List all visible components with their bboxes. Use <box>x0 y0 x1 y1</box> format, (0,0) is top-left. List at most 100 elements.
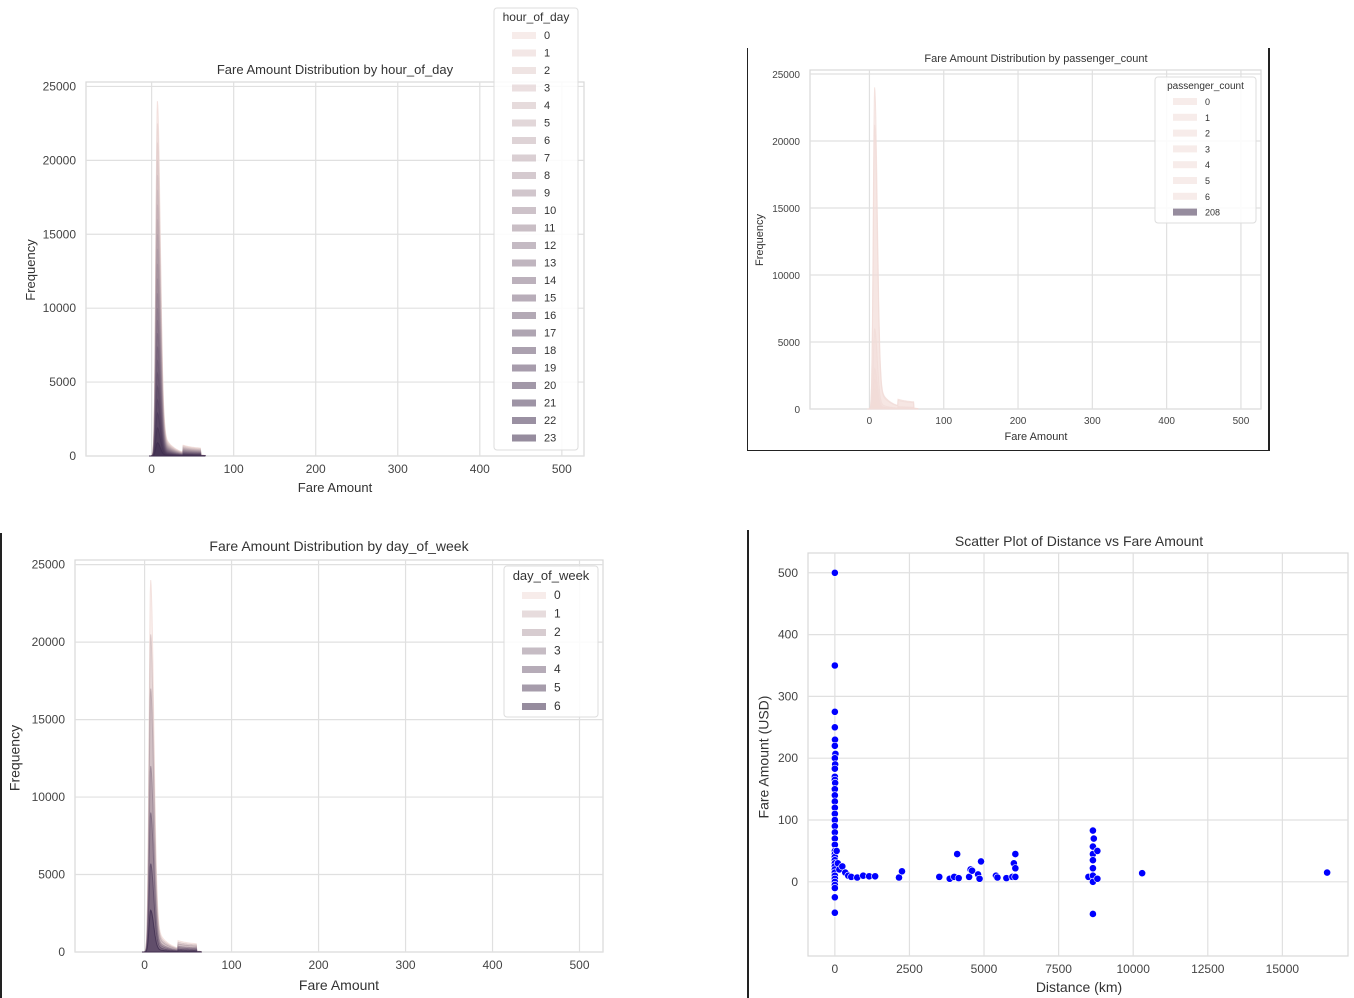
legend-swatch <box>512 49 536 57</box>
legend-swatch <box>512 224 536 232</box>
y-tick-label: 0 <box>69 449 76 463</box>
y-tick-label: 15000 <box>43 227 77 241</box>
y-axis-label: Frequency <box>6 724 23 792</box>
legend-swatch <box>522 592 546 599</box>
x-tick-label: 0 <box>832 962 839 976</box>
x-tick-label: 200 <box>1010 416 1027 427</box>
legend-title: passenger_count <box>1167 81 1244 92</box>
x-tick-label: 500 <box>569 958 589 972</box>
y-tick-label: 25000 <box>32 558 66 572</box>
legend-swatch <box>512 137 536 144</box>
legend-swatch <box>512 84 536 92</box>
x-tick-label: 300 <box>396 958 416 972</box>
x-tick-label: 300 <box>388 462 408 476</box>
legend-swatch <box>512 294 536 302</box>
legend-swatch <box>512 189 536 197</box>
legend-swatch <box>512 417 536 424</box>
legend-label: 14 <box>544 275 556 287</box>
x-tick-label: 100 <box>224 462 244 476</box>
legend-swatch <box>512 347 536 354</box>
scatter-point <box>830 893 839 902</box>
x-tick-label: 0 <box>148 462 155 476</box>
scatter-point <box>954 874 963 883</box>
legend-label: 1 <box>554 607 561 621</box>
scatter-point <box>975 874 984 883</box>
scatter-point <box>1089 856 1097 865</box>
x-tick-label: 200 <box>306 462 326 476</box>
legend-label: 3 <box>554 644 561 658</box>
legend-label: 208 <box>1205 208 1220 218</box>
legend-label: 4 <box>554 662 561 676</box>
legend-label: 0 <box>1205 97 1210 107</box>
legend-label: 2 <box>1205 129 1210 139</box>
scatter-point <box>830 741 839 750</box>
chart-panel-1: 0 100 200 300 400 500050001000015000200002500… <box>772 69 1262 427</box>
legend-label: 16 <box>544 310 556 322</box>
panel-border-bottom <box>747 450 1270 451</box>
legend-swatch <box>512 382 536 389</box>
x-tick-label: 500 <box>1233 416 1250 427</box>
legend-swatch <box>522 629 546 636</box>
legend-label: 13 <box>544 258 556 270</box>
chart-title: Scatter Plot of Distance vs Fare Amount <box>954 533 1204 549</box>
x-axis-label: Fare Amount <box>1004 431 1068 443</box>
x-tick-label: 10000 <box>1117 962 1151 976</box>
scatter-point <box>830 723 839 732</box>
legend-swatch <box>512 277 536 284</box>
legend-label: 0 <box>544 30 550 42</box>
legend-swatch <box>522 647 546 655</box>
legend-label: 0 <box>554 588 561 602</box>
x-tick-label: 400 <box>483 958 503 972</box>
scatter-point <box>1089 834 1098 843</box>
x-tick-label: 0 <box>867 416 873 427</box>
legend-label: 6 <box>554 699 561 713</box>
legend-label: 6 <box>1205 192 1210 202</box>
y-tick-label: 0 <box>794 405 800 416</box>
x-tick-label: 400 <box>470 462 490 476</box>
y-tick-label: 20000 <box>32 635 66 649</box>
x-axis-label: Distance (km) <box>1035 979 1123 995</box>
plot-area <box>807 552 1349 957</box>
legend <box>1154 76 1257 224</box>
scatter-point <box>935 872 944 881</box>
scatter-point <box>830 764 839 773</box>
legend-swatch <box>512 364 536 372</box>
legend-swatch <box>512 67 536 74</box>
legend-swatch <box>512 32 536 39</box>
panel-border-left <box>747 48 748 451</box>
y-tick-label: 25000 <box>43 79 77 93</box>
legend-swatch <box>1173 177 1197 184</box>
legend-swatch <box>1173 192 1197 200</box>
panel-border-left <box>747 530 749 998</box>
y-tick-label: 0 <box>791 875 798 889</box>
legend-swatch <box>1173 113 1197 121</box>
scatter-point <box>838 862 847 871</box>
density-series-23 <box>149 442 205 457</box>
chart-panel-0: 0 100 200 300 400 500050001000015000200002500… <box>43 7 585 476</box>
x-tick-label: 500 <box>552 462 572 476</box>
legend-label: 5 <box>1205 176 1210 186</box>
legend <box>503 565 599 718</box>
y-tick-label: 15000 <box>772 204 800 215</box>
scatter-point <box>1089 826 1097 835</box>
legend-label: 20 <box>544 380 556 392</box>
chart-panel-2: 0 100 200 300 400 500050001000015000200002500… <box>32 558 604 972</box>
legend-label: 10 <box>544 205 556 217</box>
y-tick-label: 5000 <box>778 338 801 349</box>
scatter-point <box>895 873 903 882</box>
legend-swatch <box>1173 129 1197 137</box>
legend-title: day_of_week <box>513 568 590 583</box>
legend-label: 3 <box>544 83 550 95</box>
legend-label: 22 <box>544 415 556 427</box>
legend-swatch <box>512 434 536 442</box>
y-tick-label: 500 <box>778 566 798 580</box>
y-tick-label: 5000 <box>38 868 65 882</box>
legend-swatch <box>512 119 536 127</box>
scatter-point <box>1323 868 1332 877</box>
scatter-point <box>830 661 839 670</box>
scatter-point <box>1089 864 1097 873</box>
scatter-point <box>830 707 839 716</box>
x-tick-label: 0 <box>141 958 148 972</box>
x-tick-label: 12500 <box>1191 962 1225 976</box>
